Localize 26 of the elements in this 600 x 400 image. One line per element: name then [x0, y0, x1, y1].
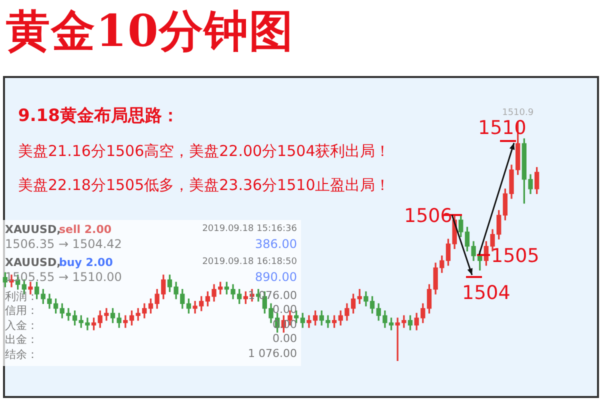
- annotation: 386.00: [255, 237, 297, 251]
- annotation: 结余：: [5, 347, 38, 362]
- candlestick: [28, 282, 33, 294]
- annotation: XAUUSD,: [5, 223, 61, 236]
- annotation: 1505: [491, 245, 540, 267]
- annotation: XAUUSD,: [5, 256, 61, 269]
- annotation: 890.00: [255, 270, 297, 284]
- annotation: 0.00: [272, 303, 297, 316]
- annotation: 1504: [462, 282, 510, 304]
- annotation: 0.00: [272, 332, 297, 345]
- annotation: 信用：: [5, 303, 38, 318]
- chart-title: 黄金10分钟图: [6, 5, 294, 59]
- annotation: 1506.35 → 1504.42: [5, 237, 122, 251]
- annotation: 美盘21.16分1506高空，美盘22.00分1504获利出局！: [18, 142, 390, 161]
- annotation: buy 2.00: [59, 256, 113, 269]
- annotation: 入金：: [5, 318, 38, 333]
- annotation: 2019.09.18 15:16:36: [202, 224, 297, 234]
- annotation: 1 076.00: [248, 347, 297, 360]
- annotation: 出金：: [5, 332, 38, 347]
- annotation: sell 2.00: [59, 223, 112, 236]
- annotation: 利润：: [5, 289, 38, 304]
- annotation: 美盘22.18分1505低多，美盘23.36分1510止盈出局！: [18, 176, 390, 195]
- annotation: 1510.9: [502, 108, 534, 118]
- chart-subtitle: 9.18黄金布局思路：: [18, 105, 179, 127]
- annotation: 2019.09.18 16:18:50: [202, 257, 297, 267]
- annotation: 1506: [404, 205, 452, 227]
